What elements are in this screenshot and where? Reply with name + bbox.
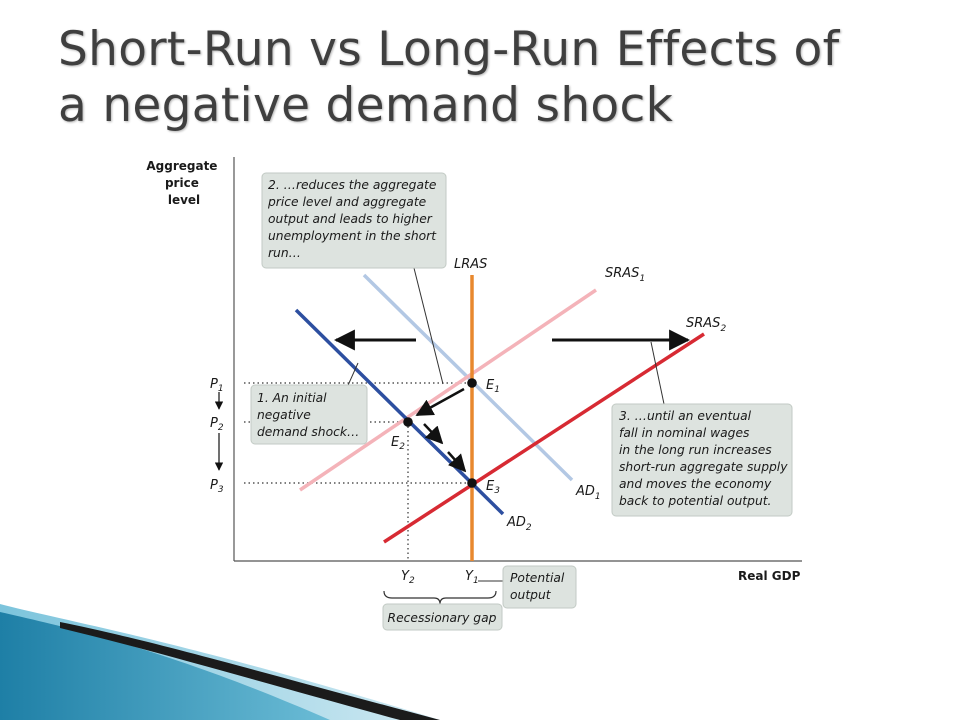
svg-text:Potential output: Potential output [510, 571, 568, 602]
lras-label: LRAS [454, 257, 487, 272]
callout-recessionary-gap: Recessionary gap [382, 603, 503, 631]
equilibrium-point-e1 [467, 378, 477, 388]
callout-short-run-effect: 2. …reduces the aggregate price level an… [261, 172, 447, 269]
decorative-corner-wave [0, 604, 440, 720]
sras2-label: SRAS2 [686, 316, 726, 334]
move-e1-to-e2-arrow [415, 387, 465, 417]
equilibrium-label-e2: E2 [391, 435, 405, 452]
ad1-label: AD1 [575, 484, 601, 502]
callout-potential-output: Potential output [502, 565, 577, 609]
output-label-y2: Y2 [401, 569, 415, 586]
callout-initial-shock: 1. An initial negative demand shock… [250, 384, 368, 445]
slide-title: Short-Run vs Long-Run Effects of a negat… [58, 22, 938, 134]
price-label-p2: P2 [210, 416, 224, 433]
recessionary-gap-brace [383, 590, 497, 605]
price-label-p3: P3 [210, 478, 224, 495]
sras2-curve [383, 332, 705, 544]
output-label-y1: Y1 [465, 569, 479, 586]
sras1-label: SRAS1 [605, 266, 645, 284]
svg-text:1. An initial negative: 1. An initial negative demand shock… [257, 391, 359, 439]
callout-3-leader [650, 341, 665, 405]
y-axis-label: Aggregate price level [146, 159, 221, 207]
svg-text:2. …reduces the aggregate: 2. …reduces the aggregate price level an… [267, 178, 440, 260]
sras1-curve [299, 288, 597, 492]
callout-long-run-adjustment: 3. …until an eventual fall in nominal wa… [611, 403, 793, 517]
move-e2-to-e3-arrow-a [423, 423, 444, 445]
equilibrium-point-e2 [403, 417, 413, 427]
svg-text:3. …until an eventual fa: 3. …until an eventual fall in nominal wa… [619, 409, 791, 508]
svg-text:Recessionary gap: Recessionary gap [388, 611, 497, 625]
title-line-1: Short-Run vs Long-Run Effects of [58, 22, 840, 77]
equilibrium-point-e3 [467, 478, 477, 488]
ad2-label: AD2 [506, 515, 532, 533]
equilibrium-label-e3: E3 [486, 479, 500, 496]
callout-2-leader [413, 267, 444, 385]
price-label-p1: P1 [210, 377, 224, 394]
move-e2-to-e3-arrow-b [447, 451, 467, 473]
equilibrium-label-e1: E1 [486, 378, 500, 395]
title-line-2: a negative demand shock [58, 78, 674, 133]
x-axis-label: Real GDP [738, 569, 801, 583]
